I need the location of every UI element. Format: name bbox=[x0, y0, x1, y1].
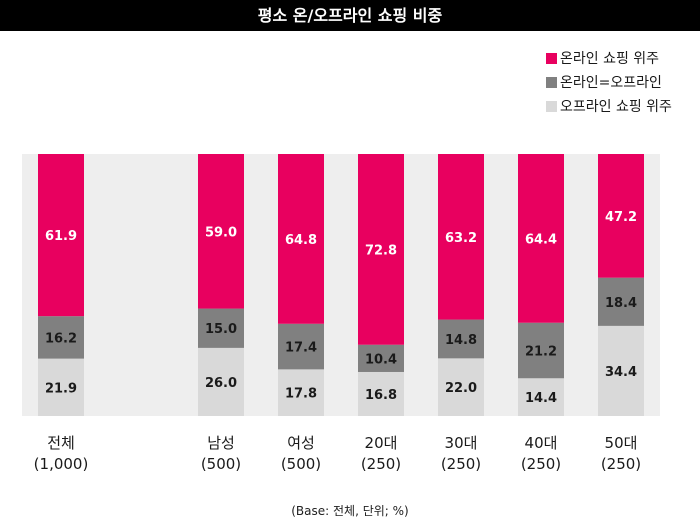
bar-offline-3 bbox=[278, 369, 324, 416]
data-label-offline-4: 16.8 bbox=[365, 388, 397, 403]
legend-item-online: 온라인 쇼핑 위주 bbox=[546, 46, 672, 70]
bar-online-3 bbox=[278, 154, 324, 324]
category-base-5: (250) bbox=[441, 455, 481, 473]
data-label-offline-3: 17.8 bbox=[285, 387, 317, 402]
bar-equal-4 bbox=[358, 344, 404, 372]
bar-equal-1 bbox=[38, 316, 84, 359]
legend-swatch-online bbox=[546, 52, 557, 64]
legend: 온라인 쇼핑 위주 온라인=오프라인 오프라인 쇼핑 위주 bbox=[546, 46, 672, 118]
data-label-online-4: 72.8 bbox=[365, 243, 397, 258]
bar-online-6 bbox=[518, 154, 564, 323]
data-label-online-5: 63.2 bbox=[445, 231, 477, 246]
category-base-1: (1,000) bbox=[34, 455, 89, 473]
data-label-equal-7: 18.4 bbox=[605, 296, 637, 311]
bar-online-4 bbox=[358, 154, 404, 345]
data-label-equal-3: 17.4 bbox=[285, 341, 317, 356]
bar-offline-1 bbox=[38, 358, 84, 416]
category-label-7: 50대 bbox=[605, 434, 638, 452]
bar-offline-6 bbox=[518, 378, 564, 416]
bar-offline-7 bbox=[598, 325, 644, 416]
bar-online-5 bbox=[438, 154, 484, 320]
legend-label-online: 온라인 쇼핑 위주 bbox=[560, 51, 660, 67]
bar-online-2 bbox=[198, 154, 244, 309]
category-label-1: 전체 bbox=[47, 434, 75, 452]
bar-online-7 bbox=[598, 154, 644, 278]
legend-label-equal: 온라인=오프라인 bbox=[560, 75, 662, 91]
bar-equal-2 bbox=[198, 308, 244, 348]
bar-equal-3 bbox=[278, 323, 324, 370]
bar-offline-2 bbox=[198, 347, 244, 416]
category-label-4: 20대 bbox=[365, 434, 398, 452]
bar-offline-4 bbox=[358, 371, 404, 416]
category-label-6: 40대 bbox=[525, 434, 558, 452]
bar-equal-7 bbox=[598, 277, 644, 326]
data-label-offline-5: 22.0 bbox=[445, 381, 477, 396]
data-label-online-3: 64.8 bbox=[285, 233, 317, 248]
category-base-2: (500) bbox=[201, 455, 241, 473]
data-label-online-1: 61.9 bbox=[45, 229, 77, 244]
legend-label-offline: 오프라인 쇼핑 위주 bbox=[560, 99, 672, 115]
category-base-7: (250) bbox=[601, 455, 641, 473]
category-label-5: 30대 bbox=[445, 434, 478, 452]
data-label-offline-7: 34.4 bbox=[605, 365, 637, 380]
bar-equal-6 bbox=[518, 322, 564, 379]
legend-item-offline: 오프라인 쇼핑 위주 bbox=[546, 94, 672, 118]
data-label-equal-5: 14.8 bbox=[445, 333, 477, 348]
legend-item-equal: 온라인=오프라인 bbox=[546, 70, 672, 94]
bar-equal-5 bbox=[438, 319, 484, 359]
stacked-bar-chart: 21.9 16.2 61.9 전체 (1,000) 26.0 15.0 59.0 남성 (500)… bbox=[34, 154, 644, 473]
legend-swatch-equal bbox=[546, 76, 557, 88]
data-label-offline-6: 14.4 bbox=[525, 391, 557, 406]
category-base-3: (500) bbox=[281, 455, 321, 473]
data-label-equal-1: 16.2 bbox=[45, 331, 77, 346]
data-label-offline-1: 21.9 bbox=[45, 381, 77, 396]
data-label-online-7: 47.2 bbox=[605, 210, 637, 225]
data-label-offline-2: 26.0 bbox=[205, 376, 237, 391]
data-label-equal-4: 10.4 bbox=[365, 352, 397, 367]
category-base-4: (250) bbox=[361, 455, 401, 473]
chart-title: 평소 온/오프라인 쇼핑 비중 bbox=[0, 0, 700, 31]
footnote: (Base: 전체, 단위; %) bbox=[291, 504, 409, 518]
data-label-equal-6: 21.2 bbox=[525, 345, 557, 360]
data-label-online-6: 64.4 bbox=[525, 232, 557, 247]
category-label-2: 남성 bbox=[207, 434, 235, 452]
data-label-online-2: 59.0 bbox=[205, 225, 237, 240]
legend-swatch-offline bbox=[546, 100, 557, 112]
data-label-equal-2: 15.0 bbox=[205, 322, 237, 337]
category-label-3: 여성 bbox=[287, 434, 315, 452]
bar-offline-5 bbox=[438, 358, 484, 416]
bar-online-1 bbox=[38, 154, 84, 317]
category-base-6: (250) bbox=[521, 455, 561, 473]
